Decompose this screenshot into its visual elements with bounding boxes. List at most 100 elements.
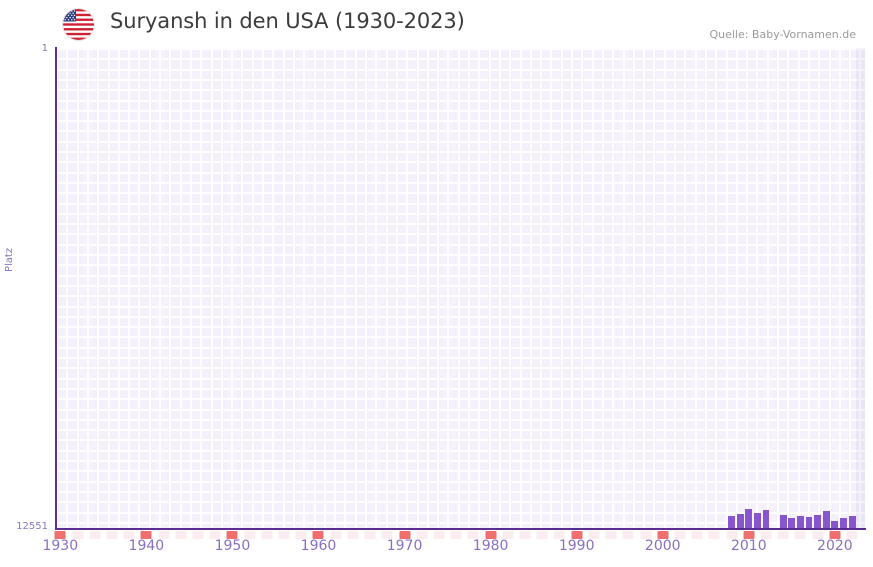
bar-2009[interactable] [736, 514, 744, 529]
bar-2021[interactable] [840, 518, 847, 529]
grid-line-vertical [148, 48, 151, 529]
x-axis-tick-mark-1938 [123, 531, 135, 539]
x-axis-tick-mark-1940 [140, 531, 152, 539]
grid-line-horizontal [56, 305, 865, 308]
grid-line-horizontal [56, 460, 865, 462]
grid-line-vertical [220, 48, 223, 529]
grid-line-horizontal [56, 223, 865, 226]
x-axis-tick-mark-1948 [209, 531, 221, 539]
x-axis-tick-mark-1966 [364, 531, 376, 539]
grid-line-horizontal [56, 264, 865, 267]
x-axis-tick-mark-2020 [829, 531, 841, 539]
grid-line-vertical [159, 48, 161, 529]
x-axis-tick-mark-1996 [622, 531, 634, 539]
grid-line-vertical [375, 48, 378, 529]
x-axis-tick-mark-2008 [726, 531, 738, 539]
bar-2019[interactable] [822, 511, 830, 529]
x-axis-tick-mark-2014 [777, 531, 789, 539]
x-axis-tick-label-1960: 1960 [300, 538, 337, 554]
x-axis-tick-label-1940: 1940 [128, 538, 165, 554]
grid-line-vertical [76, 48, 79, 529]
grid-line-vertical [282, 48, 285, 529]
grid-line-horizontal [56, 357, 865, 359]
y-axis-line [55, 47, 57, 530]
grid-line-vertical [117, 48, 120, 529]
bar-2022[interactable] [848, 516, 856, 529]
bar-2015[interactable] [788, 518, 796, 529]
x-axis-tick-mark-1988 [553, 531, 565, 539]
grid-line-horizontal [56, 233, 865, 236]
bar-series [56, 48, 865, 529]
grid-line-horizontal [56, 243, 865, 246]
x-axis-tick-mark-1990 [571, 531, 583, 539]
grid-line-vertical [715, 48, 718, 529]
bar-2011[interactable] [753, 513, 761, 529]
x-axis-tick-mark-1942 [158, 531, 170, 539]
grid-line-horizontal [56, 99, 865, 102]
grid-line-horizontal [56, 449, 865, 452]
grid-line-vertical [571, 48, 573, 529]
grid-line-vertical [447, 48, 450, 529]
x-axis-tick-mark-1958 [295, 531, 307, 539]
grid-line-horizontal [56, 439, 865, 442]
x-axis-tick-mark-2006 [708, 531, 720, 539]
grid-line-vertical [488, 48, 491, 529]
bar-2012[interactable] [762, 510, 770, 529]
grid-line-vertical [643, 48, 646, 529]
grid-line-vertical [612, 48, 615, 529]
grid-line-vertical [632, 48, 635, 529]
bar-2010[interactable] [745, 509, 753, 529]
grid-line-vertical [292, 48, 295, 529]
x-axis-tick-mark-1952 [244, 531, 256, 539]
grid-line-horizontal [56, 120, 865, 123]
grid-line-horizontal [56, 429, 865, 432]
grid-line-horizontal [56, 274, 865, 277]
grid-line-horizontal [56, 521, 865, 524]
grid-line-vertical [777, 48, 779, 529]
x-axis-tick-mark-1956 [278, 531, 290, 539]
x-axis-tick-mark-1932 [72, 531, 84, 539]
grid-line-vertical [385, 48, 388, 529]
x-axis-tick-label-2020: 2020 [817, 538, 853, 554]
x-axis-tick-mark-1982 [502, 531, 514, 539]
x-axis-tick-mark-1936 [106, 531, 118, 539]
bar-2016[interactable] [797, 516, 804, 529]
y-axis-tick-bottom: 12551 [16, 521, 48, 532]
grid-line-vertical [179, 48, 182, 529]
grid-line-horizontal [56, 109, 865, 112]
grid-lines [56, 48, 865, 529]
grid-line-vertical [529, 48, 532, 529]
bar-2014[interactable] [779, 515, 787, 529]
grid-line-horizontal [56, 315, 865, 318]
grid-line-vertical [797, 48, 800, 529]
page-title: Suryansh in den USA (1930-2023) [110, 9, 465, 33]
grid-line-horizontal [56, 367, 865, 370]
grid-line-horizontal [56, 295, 865, 298]
grid-line-vertical [766, 48, 769, 529]
grid-line-vertical [560, 48, 563, 529]
grid-line-vertical [107, 48, 110, 529]
x-axis-tick-mark-2000 [657, 531, 669, 539]
bar-2017[interactable] [805, 517, 813, 529]
x-axis-tick-mark-1994 [605, 531, 617, 539]
grid-line-horizontal [56, 181, 865, 184]
grid-line-vertical [66, 48, 69, 529]
grid-line-vertical [128, 48, 131, 529]
x-axis-tick-mark-1968 [381, 531, 393, 539]
bar-2018[interactable] [814, 515, 822, 529]
grid-line-vertical [272, 48, 275, 529]
grid-line-vertical [200, 48, 203, 529]
x-axis-tick-mark-1980 [485, 531, 497, 539]
grid-line-horizontal [56, 480, 865, 483]
grid-line-vertical [86, 48, 89, 529]
grid-line-horizontal [56, 284, 865, 287]
grid-line-vertical [334, 48, 337, 529]
bar-2020[interactable] [831, 521, 839, 529]
grid-line-vertical [426, 48, 429, 529]
x-axis-tick-mark-1976 [450, 531, 462, 539]
grid-line-vertical [828, 48, 831, 529]
bar-2008[interactable] [728, 516, 736, 529]
grid-line-vertical [859, 48, 862, 529]
grid-line-horizontal [56, 151, 865, 153]
grid-line-horizontal [56, 470, 865, 473]
